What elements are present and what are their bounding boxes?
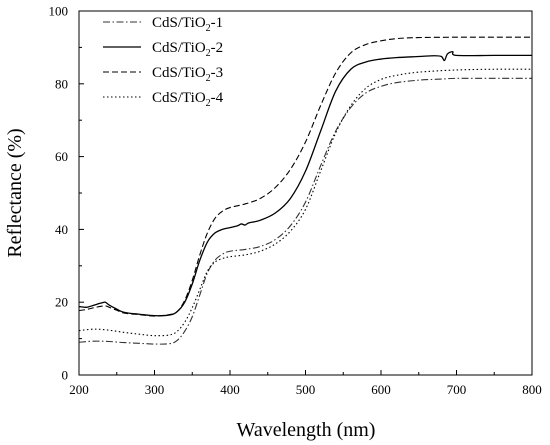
series-layer [79, 36, 532, 345]
legend-label-3: CdS/TiO2-3 [152, 65, 223, 84]
y-axis-label: Reflectance (%) [4, 128, 26, 257]
x-tick-label-300: 300 [145, 382, 165, 397]
y-tick-label-100: 100 [49, 4, 69, 19]
y-tick-label-60: 60 [55, 149, 68, 164]
y-tick-label-80: 80 [55, 76, 68, 91]
legend-label-2: CdS/TiO2-2 [152, 40, 223, 59]
series-line-4 [79, 68, 532, 337]
y-tick-label-20: 20 [55, 295, 68, 310]
ticks-layer: 200 300 400 500 600 700 800 0 20 40 60 80 100 [49, 4, 542, 398]
plot-frame [78, 10, 533, 376]
legend-label-1: CdS/TiO2-1 [152, 15, 223, 34]
series-line-2 [79, 51, 532, 317]
y-tick-label-40: 40 [55, 222, 68, 237]
x-tick-label-400: 400 [220, 382, 240, 397]
x-tick-label-700: 700 [447, 382, 467, 397]
legend: CdS/TiO2-1 CdS/TiO2-2 CdS/TiO2-3 CdS/TiO2-4 [103, 15, 224, 109]
x-tick-label-600: 600 [371, 382, 391, 397]
x-tick-label-500: 500 [296, 382, 316, 397]
series-line-3 [79, 36, 532, 317]
axes-layer [78, 10, 533, 376]
series-line-1 [79, 77, 532, 345]
x-tick-label-200: 200 [69, 382, 89, 397]
legend-label-4: CdS/TiO2-4 [152, 90, 224, 109]
x-tick-label-800: 800 [522, 382, 542, 397]
x-axis-label: Wavelength (nm) [237, 419, 376, 441]
y-tick-label-0: 0 [62, 368, 69, 383]
